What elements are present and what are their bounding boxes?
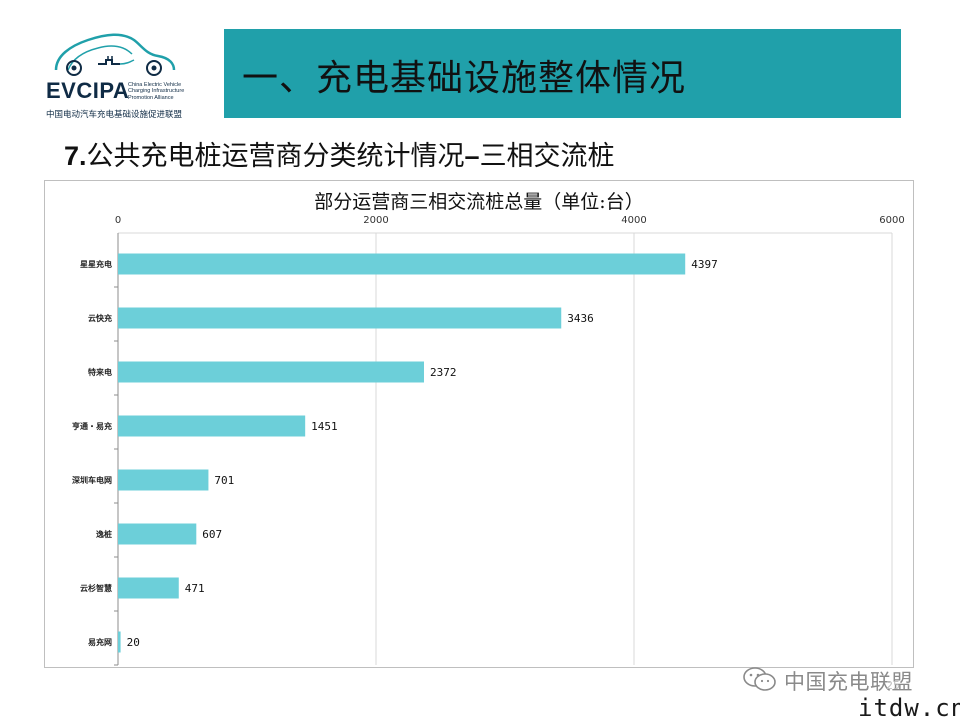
bar-chart: 0 2000 4000 6000 星星充电 4397 云快充 3436 特来电 2372 亨通・易充… bbox=[72, 215, 905, 666]
category-label: 易充网 bbox=[88, 637, 112, 647]
subtitle-dash: – bbox=[464, 141, 480, 171]
x-tick-label: 4000 bbox=[621, 215, 646, 226]
subtitle-tail: 三相交流桩 bbox=[479, 141, 615, 172]
bar bbox=[118, 469, 209, 491]
subtitle-number: 7. bbox=[64, 141, 87, 171]
logo-sub-line: Promotion Alliance bbox=[128, 94, 174, 101]
category-label: 亨通・易充 bbox=[72, 421, 112, 431]
category-label: 逸桩 bbox=[96, 529, 112, 539]
chart-title: 部分运营商三相交流桩总量（单位:台） bbox=[314, 191, 644, 213]
evcipa-logo: EVCIPA China Electric Vehicle Charging I… bbox=[42, 26, 202, 122]
wechat-watermark-text: 中国充电联盟 bbox=[784, 670, 913, 694]
chart-frame: 部分运营商三相交流桩总量（单位:台） 0 2000 4000 6000 星星充电 4397… bbox=[44, 180, 914, 668]
bar bbox=[118, 307, 562, 329]
wechat-watermark: 中国充电联盟 bbox=[742, 664, 960, 694]
category-label: 云杉智慧 bbox=[80, 583, 112, 593]
bar bbox=[118, 631, 121, 653]
bar bbox=[118, 415, 306, 437]
title-banner: 一、充电基础设施整体情况 bbox=[224, 29, 901, 118]
logo-sub-line: Charging Infrastructure bbox=[128, 88, 185, 95]
category-label: 云快充 bbox=[88, 313, 112, 323]
bar bbox=[118, 523, 197, 545]
slide-subtitle: 7.公共充电桩运营商分类统计情况–三相交流桩 bbox=[64, 134, 615, 173]
category-label: 星星充电 bbox=[80, 259, 112, 269]
category-label: 深圳车电网 bbox=[72, 475, 112, 485]
data-label: 3436 bbox=[567, 312, 594, 325]
x-tick-label: 6000 bbox=[879, 215, 904, 226]
data-label: 2372 bbox=[430, 366, 457, 379]
wechat-icon bbox=[743, 667, 776, 691]
ev-car-logo-icon bbox=[54, 33, 176, 76]
subtitle-text: 公共充电桩运营商分类统计情况 bbox=[86, 141, 465, 172]
data-label: 471 bbox=[185, 582, 205, 595]
x-tick-label: 0 bbox=[115, 215, 121, 226]
logo-chinese-name: 中国电动汽车充电基础设施促进联盟 bbox=[46, 110, 183, 120]
site-watermark: itdw.cn bbox=[858, 694, 960, 720]
data-label: 4397 bbox=[691, 258, 718, 271]
section-title: 一、充电基础设施整体情况 bbox=[242, 58, 687, 99]
logo-sub-line: China Electric Vehicle bbox=[128, 82, 182, 88]
logo-english-name: China Electric Vehicle Charging Infrastr… bbox=[128, 82, 200, 101]
category-label: 特来电 bbox=[88, 367, 112, 377]
data-label: 701 bbox=[214, 474, 234, 487]
data-label: 20 bbox=[127, 636, 140, 649]
logo-wordmark: EVCIPA bbox=[46, 78, 130, 103]
x-tick-label: 2000 bbox=[363, 215, 388, 226]
page-number: 25 bbox=[886, 679, 900, 692]
data-label: 1451 bbox=[311, 420, 338, 433]
bar bbox=[118, 361, 424, 383]
bar bbox=[118, 577, 179, 599]
data-label: 607 bbox=[202, 528, 222, 541]
bar bbox=[118, 253, 686, 275]
